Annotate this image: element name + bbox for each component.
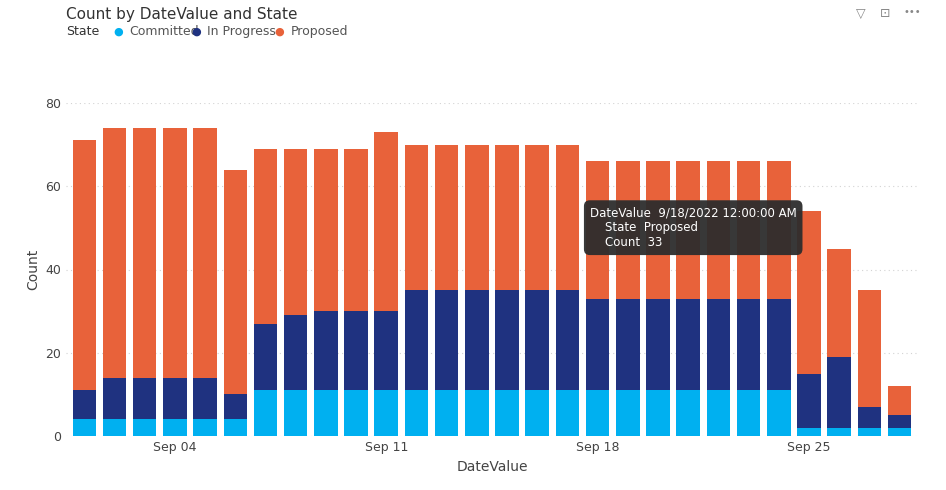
Bar (103, 419, 127, 436)
Bar (616, 161, 639, 298)
Bar (707, 161, 730, 298)
Bar (284, 148, 307, 316)
Bar (646, 298, 670, 390)
Bar (284, 316, 307, 390)
Bar (73, 390, 96, 419)
Bar (435, 390, 459, 436)
Text: ⊡: ⊡ (880, 7, 890, 21)
Text: Committed: Committed (130, 25, 200, 38)
Bar (737, 161, 761, 298)
Bar (887, 386, 911, 416)
Bar (586, 390, 609, 436)
Bar (857, 407, 881, 428)
Bar (284, 390, 307, 436)
Bar (314, 148, 338, 311)
Text: ●: ● (191, 26, 201, 36)
Bar (586, 161, 609, 298)
Bar (887, 416, 911, 428)
Bar (676, 390, 700, 436)
Text: Proposed: Proposed (290, 25, 348, 38)
Bar (435, 145, 459, 290)
Bar (254, 390, 277, 436)
X-axis label: DateValue: DateValue (456, 460, 528, 473)
Bar (223, 170, 247, 394)
Text: DateValue  9/18/2022 12:00:00 AM
    State  Proposed
    Count  33: DateValue 9/18/2022 12:00:00 AM State Pr… (590, 206, 797, 249)
Bar (857, 290, 881, 407)
Bar (767, 390, 791, 436)
Bar (405, 390, 429, 436)
Bar (676, 298, 700, 390)
Bar (103, 378, 127, 419)
Bar (737, 390, 761, 436)
Bar (254, 148, 277, 324)
Bar (767, 298, 791, 390)
Text: ▽: ▽ (856, 7, 866, 21)
Bar (73, 419, 96, 436)
Text: Count by DateValue and State: Count by DateValue and State (66, 7, 298, 23)
Bar (133, 378, 156, 419)
Bar (193, 128, 217, 378)
Bar (797, 373, 821, 428)
Bar (857, 428, 881, 436)
Bar (797, 428, 821, 436)
Bar (616, 298, 639, 390)
Bar (163, 419, 186, 436)
Text: ●: ● (114, 26, 123, 36)
Text: State: State (66, 25, 99, 38)
Bar (496, 145, 518, 290)
Bar (496, 290, 518, 390)
Bar (828, 428, 850, 436)
Bar (737, 298, 761, 390)
Y-axis label: Count: Count (26, 249, 40, 290)
Bar (405, 145, 429, 290)
Bar (797, 211, 821, 373)
Bar (555, 145, 579, 290)
Bar (525, 390, 549, 436)
Bar (193, 378, 217, 419)
Bar (344, 311, 368, 390)
Bar (375, 132, 398, 311)
Bar (73, 140, 96, 390)
Bar (707, 298, 730, 390)
Bar (465, 390, 488, 436)
Bar (314, 390, 338, 436)
Bar (465, 145, 488, 290)
Bar (555, 290, 579, 390)
Bar (555, 390, 579, 436)
Bar (707, 390, 730, 436)
Bar (525, 145, 549, 290)
Bar (616, 390, 639, 436)
Bar (133, 419, 156, 436)
Bar (828, 248, 850, 357)
Bar (405, 290, 429, 390)
Text: ●: ● (274, 26, 284, 36)
Bar (133, 128, 156, 378)
Bar (223, 394, 247, 419)
Bar (676, 161, 700, 298)
Bar (103, 128, 127, 378)
Bar (435, 290, 459, 390)
Bar (586, 298, 609, 390)
Bar (646, 390, 670, 436)
Bar (163, 378, 186, 419)
Bar (375, 390, 398, 436)
Bar (828, 357, 850, 428)
Bar (496, 390, 518, 436)
Bar (344, 390, 368, 436)
Bar (223, 419, 247, 436)
Bar (525, 290, 549, 390)
Bar (646, 161, 670, 298)
Bar (254, 324, 277, 390)
Bar (193, 419, 217, 436)
Text: In Progress: In Progress (207, 25, 276, 38)
Bar (314, 311, 338, 390)
Bar (375, 311, 398, 390)
Bar (465, 290, 488, 390)
Bar (767, 161, 791, 298)
Bar (887, 428, 911, 436)
Text: •••: ••• (903, 7, 921, 17)
Bar (163, 128, 186, 378)
Bar (344, 148, 368, 311)
